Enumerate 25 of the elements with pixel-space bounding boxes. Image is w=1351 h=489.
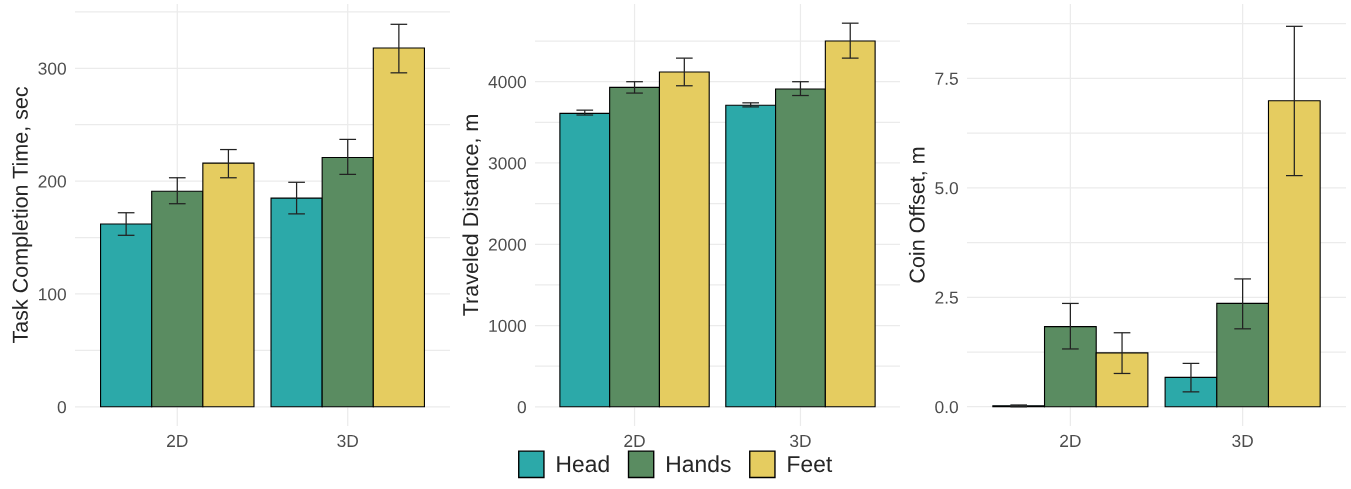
x-tick-label: 2D [624,434,645,447]
y-tick-label: 1000 [489,319,526,332]
legend-label: Head [557,455,609,473]
y-axis-title: Coin Offset, m [908,147,928,283]
y-axis-title: Traveled Distance, m [462,115,481,316]
x-tick-label: 3D [1232,434,1253,448]
y-tick-label: 2.5 [935,291,958,304]
y-tick-label: 0.0 [935,400,958,414]
y-tick-label: 7.5 [935,72,958,85]
y-tick-label: 200 [38,175,66,188]
legend-label: Hands [667,455,731,473]
y-tick-label: 0 [517,400,526,414]
y-tick-label: 3000 [488,157,526,170]
x-tick-label: 2D [167,434,188,447]
y-tick-label: 5.0 [935,182,958,195]
legend-label: Feet [788,456,833,473]
x-tick-label: 3D [790,434,811,448]
y-tick-label: 300 [38,62,66,75]
y-tick-label: 2000 [488,238,526,251]
y-tick-label: 4000 [488,75,526,89]
x-tick-label: 2D [1060,434,1081,447]
x-tick-label: 3D [337,434,358,448]
y-tick-label: 0 [57,400,66,414]
y-axis-title: Task Completion Time, sec [12,86,33,344]
y-tick-label: 100 [39,288,66,301]
